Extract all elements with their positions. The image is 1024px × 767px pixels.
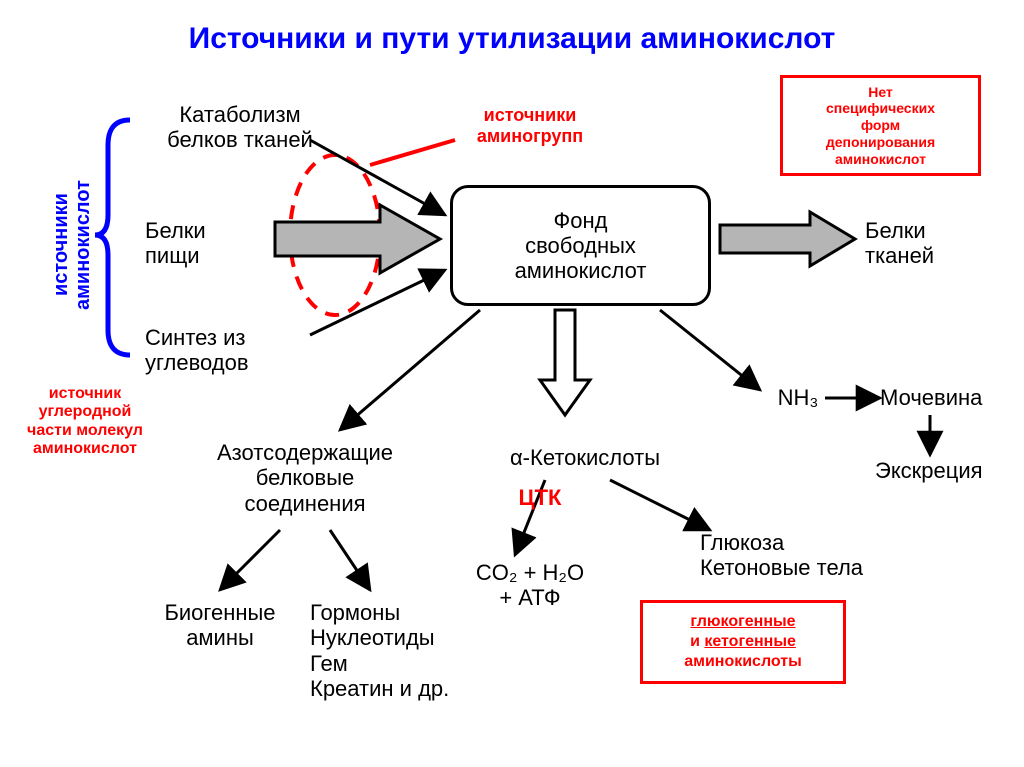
- node-urea: Мочевина: [880, 385, 1010, 410]
- block-arrow-pool-to-tissue: [720, 212, 855, 266]
- node-tissue-proteins: Белки тканей: [865, 218, 995, 269]
- arrow-keto-to-glucose: [610, 480, 710, 530]
- amine-source-l1: источники: [484, 105, 577, 125]
- node-biogenic-amines: Биогенные амины: [140, 600, 300, 651]
- no-depot-l2: специфических: [826, 100, 935, 116]
- keto-word: кетогенные: [704, 633, 796, 650]
- co2-l1: CO₂ + H₂O: [476, 560, 584, 585]
- catabolism-l2: белков тканей: [167, 127, 313, 152]
- no-depot-l3: форм: [861, 117, 900, 133]
- amine-source-label: источники аминогрупп: [450, 105, 610, 146]
- carbon-source-label: источник углеродной части молекул аминок…: [10, 385, 160, 459]
- arrow-pool-to-nh3: [660, 310, 760, 390]
- vlabel-l1: источники: [50, 194, 72, 297]
- node-glucose-ketone: Глюкоза Кетоновые тела: [700, 530, 920, 581]
- node-nh3: NH₃: [768, 385, 828, 410]
- callout-no-depot: Нет специфических форм депонирования ами…: [780, 75, 981, 176]
- catabolism-l1: Катаболизм: [179, 102, 300, 127]
- co2-l2: + АТФ: [499, 585, 560, 610]
- hormones-l3: Гем: [310, 651, 348, 676]
- bracket-sources: [95, 120, 130, 355]
- glucose-l1: Глюкоза: [700, 530, 784, 555]
- vlabel-l2: аминокислот: [72, 180, 94, 310]
- hormones-l1: Гормоны: [310, 600, 400, 625]
- node-amino-pool: Фонд свободных аминокислот: [450, 185, 711, 306]
- tissue-l2: тканей: [865, 243, 934, 268]
- block-arrow-pool-down-left: [540, 310, 590, 415]
- diagram-stage: Источники и пути утилизации аминокислот: [0, 0, 1024, 767]
- no-depot-l4: депонирования: [826, 134, 935, 150]
- node-nitrogen-compounds: Азотсодержащие белковые соединения: [190, 440, 420, 516]
- sources-vertical-label: источники аминокислот: [50, 160, 94, 330]
- node-food-proteins: Белки пищи: [145, 218, 265, 269]
- gluco-mid: и: [690, 633, 704, 650]
- pool-l2: свободных: [525, 233, 636, 258]
- amine-source-pointer: [370, 140, 455, 165]
- node-keto-acids: α-Кетокислоты: [485, 445, 685, 470]
- nitrogen-l1: Азотсодержащие: [217, 440, 393, 465]
- hormones-l2: Нуклеотиды: [310, 625, 435, 650]
- carbon-source-l2: углеродной: [39, 403, 132, 420]
- carbon-source-l3: части молекул: [27, 422, 143, 439]
- no-depot-l5: аминокислот: [835, 151, 926, 167]
- carbs-l1: Синтез из: [145, 325, 245, 350]
- gluco-l3: аминокислоты: [684, 653, 802, 670]
- node-catabolism: Катаболизм белков тканей: [140, 102, 340, 153]
- carbs-l2: углеводов: [145, 350, 249, 375]
- food-l2: пищи: [145, 243, 200, 268]
- block-arrow-food-to-pool: [275, 205, 440, 273]
- pool-l1: Фонд: [554, 208, 608, 233]
- no-depot-l1: Нет: [868, 84, 893, 100]
- amines-l2: амины: [186, 625, 254, 650]
- callout-gluco-keto: глюкогенные и кетогенные аминокислоты: [640, 600, 846, 684]
- nitrogen-l2: белковые: [256, 465, 355, 490]
- label-tca: ЦТК: [505, 485, 575, 510]
- amine-source-l2: аминогрупп: [477, 126, 583, 146]
- arrow-carbs-to-pool: [310, 270, 445, 335]
- glucose-l2: Кетоновые тела: [700, 555, 863, 580]
- amine-source-oval: [290, 155, 380, 315]
- gluco-word: глюкогенные: [690, 613, 795, 630]
- amines-l1: Биогенные: [164, 600, 275, 625]
- node-excretion: Экскреция: [875, 458, 1015, 483]
- arrow-nitrogen-to-hormones: [330, 530, 370, 590]
- food-l1: Белки: [145, 218, 206, 243]
- carbon-source-l4: аминокислот: [33, 440, 137, 457]
- arrow-nitrogen-to-amines: [220, 530, 280, 590]
- pool-l3: аминокислот: [515, 258, 647, 283]
- tissue-l1: Белки: [865, 218, 926, 243]
- nitrogen-l3: соединения: [244, 491, 365, 516]
- hormones-l4: Креатин и др.: [310, 676, 449, 701]
- node-hormones-etc: Гормоны Нуклеотиды Гем Креатин и др.: [310, 600, 500, 701]
- carbon-source-l1: источник: [49, 385, 122, 402]
- arrow-pool-to-nitrogen: [340, 310, 480, 430]
- page-title: Источники и пути утилизации аминокислот: [0, 22, 1024, 56]
- node-carb-synthesis: Синтез из углеводов: [145, 325, 315, 376]
